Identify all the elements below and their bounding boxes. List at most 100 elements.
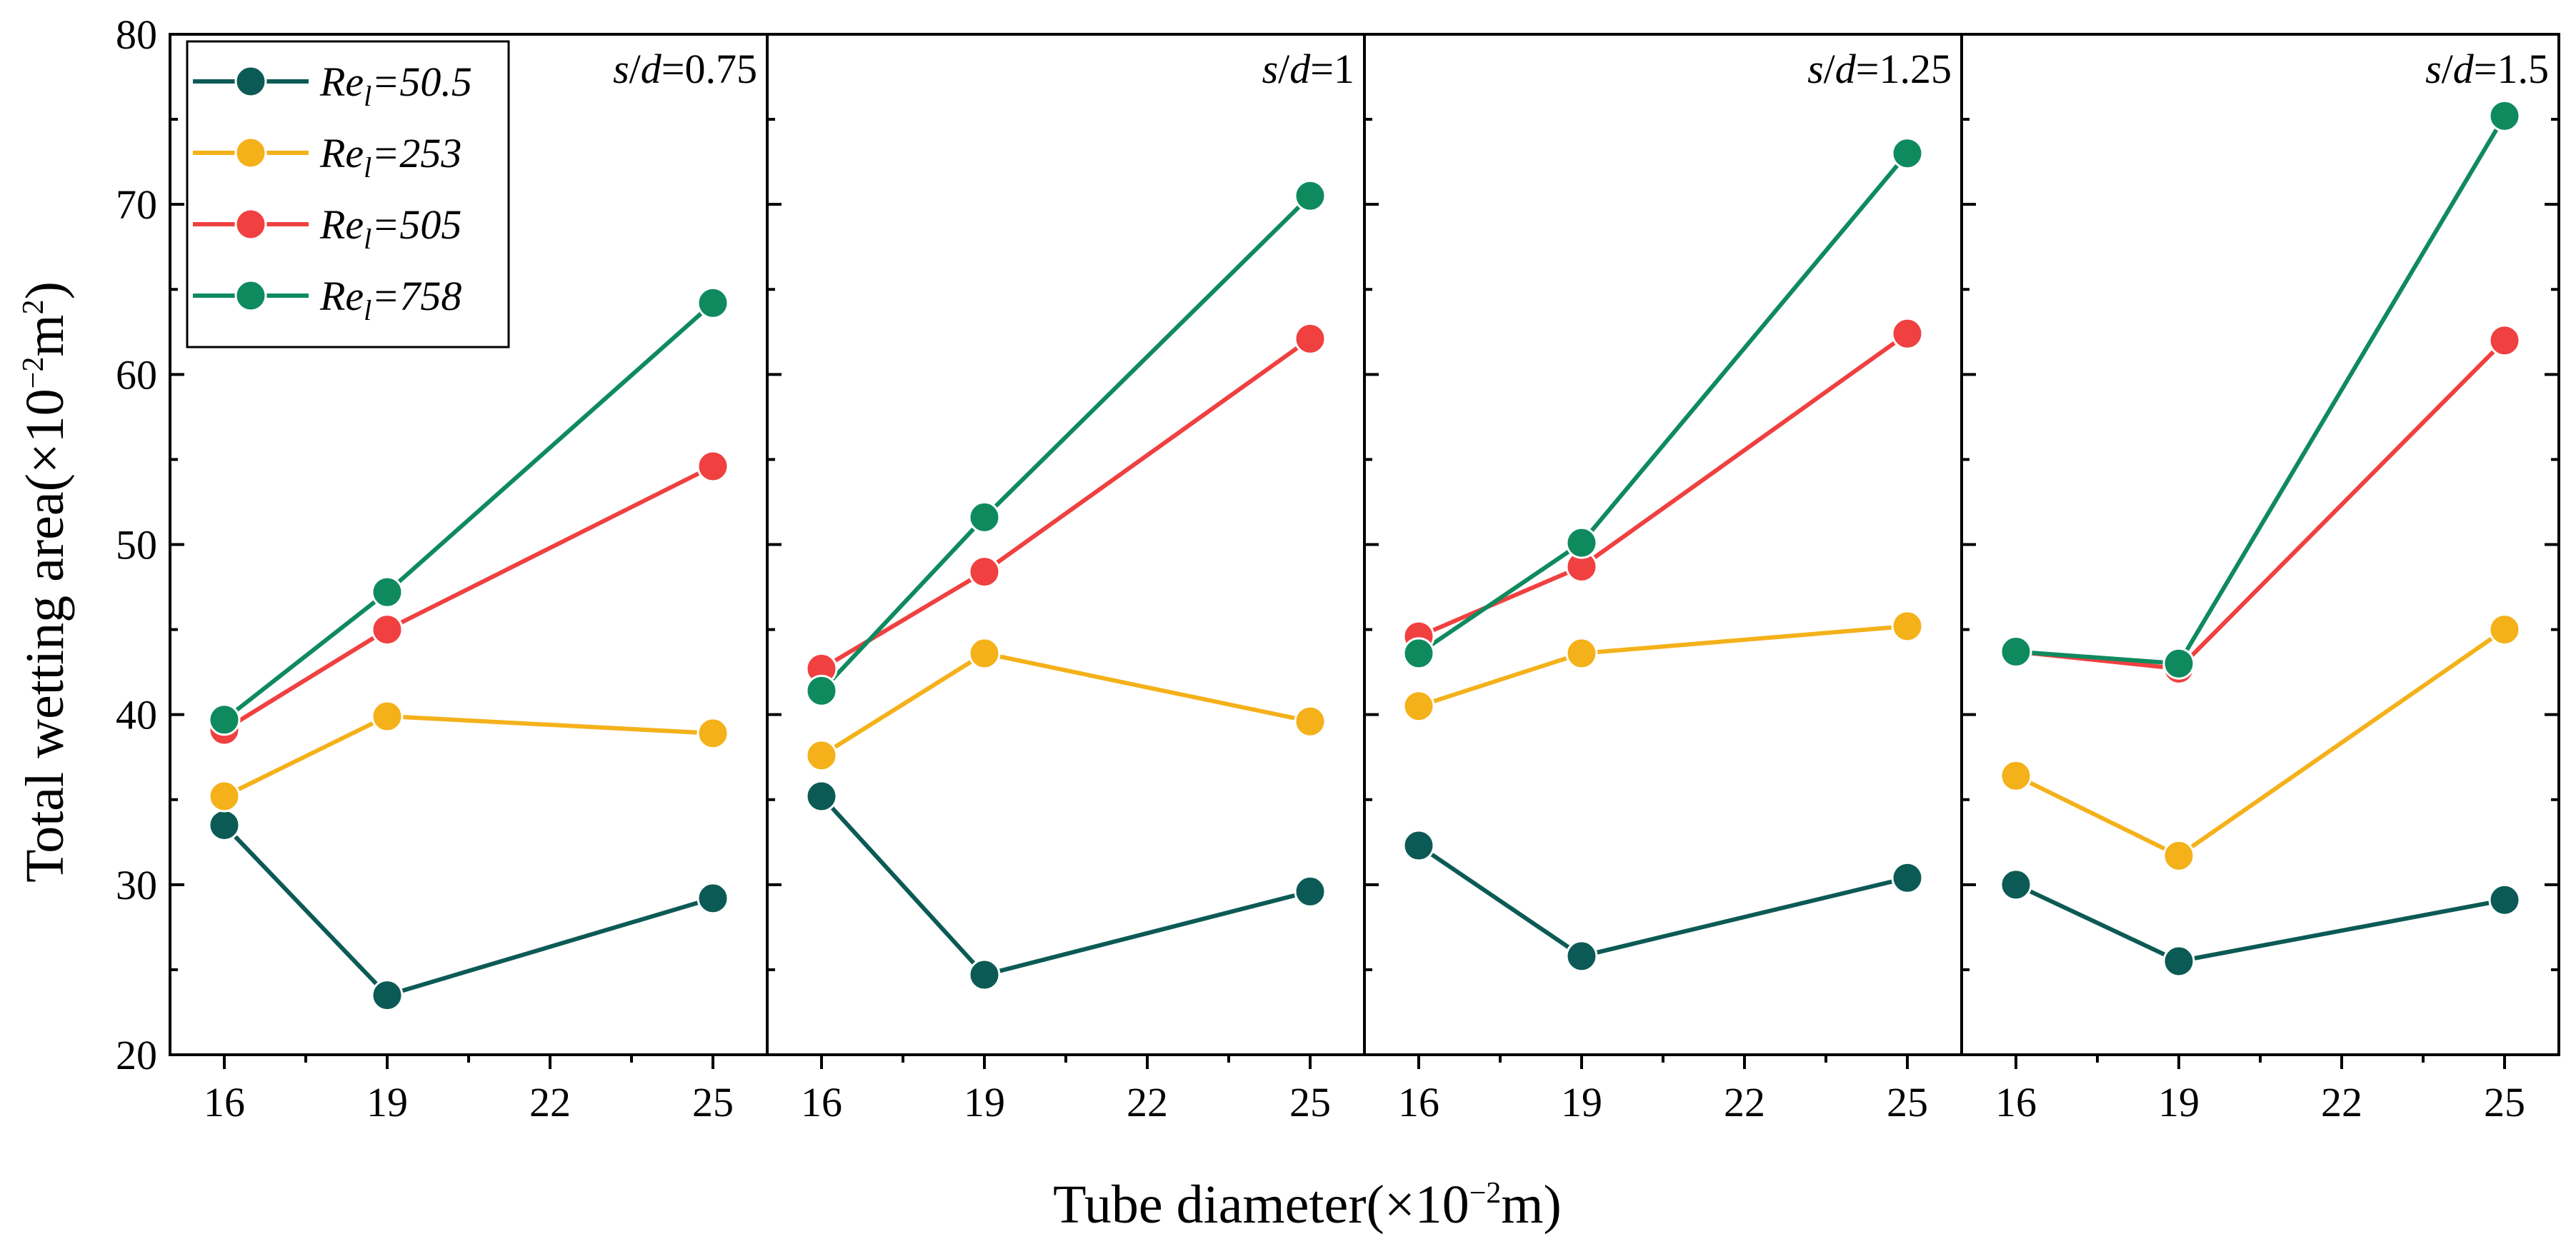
data-point <box>208 780 241 813</box>
data-point <box>2000 759 2032 792</box>
x-tick-label: 19 <box>2158 1079 2200 1125</box>
series-line-3 <box>223 464 714 732</box>
data-point <box>697 882 729 915</box>
x-tick-label: 25 <box>692 1079 734 1125</box>
data-point <box>371 613 404 646</box>
legend-swatch-marker <box>234 208 267 241</box>
y-tick-label: 40 <box>116 692 157 738</box>
data-point <box>2488 99 2521 132</box>
panel-labels: s/d=0.75 s/d=1 s/d=1.25 s/d=1.5 <box>613 46 2549 92</box>
x-tick-label: 25 <box>1289 1079 1331 1125</box>
data-point <box>1294 875 1327 908</box>
data-point <box>1891 317 1924 350</box>
series-line-3 <box>2015 338 2507 671</box>
x-tick-label: 16 <box>801 1079 842 1125</box>
data-point <box>1294 705 1327 738</box>
data-point <box>1294 322 1327 355</box>
series-line-4 <box>2015 114 2507 666</box>
x-tick-label: 16 <box>1995 1079 2037 1125</box>
data-point <box>1402 690 1435 723</box>
data-point <box>968 501 1001 533</box>
x-tick-label: 22 <box>1724 1079 1765 1125</box>
data-point <box>2488 613 2521 646</box>
x-tick-label: 22 <box>1127 1079 1168 1125</box>
data-point <box>2000 636 2032 668</box>
data-point <box>2488 883 2521 916</box>
data-point <box>968 556 1001 588</box>
legend-swatch-marker <box>234 136 267 169</box>
series-line-3 <box>820 336 1312 671</box>
data-point <box>1402 637 1435 670</box>
series-line-2 <box>2015 628 2506 858</box>
legend-label: Rel=758 <box>319 273 461 326</box>
series-line-4 <box>223 301 714 722</box>
x-tick-label: 19 <box>366 1079 408 1125</box>
x-tick-label: 16 <box>1398 1079 1439 1125</box>
series-line-1 <box>2015 883 2505 963</box>
data-point <box>697 286 729 319</box>
y-tick-label: 50 <box>116 522 157 568</box>
legend-label: Rel=50.5 <box>319 59 472 112</box>
x-tick-label: 19 <box>1561 1079 1602 1125</box>
data-point <box>1891 610 1924 643</box>
data-point <box>1565 637 1598 670</box>
data-point <box>805 739 838 772</box>
data-point <box>805 674 838 707</box>
y-axis-title: Total wetting area(×10−2m2) <box>15 281 75 883</box>
data-point <box>371 576 404 608</box>
x-tick-label: 19 <box>964 1079 1005 1125</box>
legend-label: Rel=253 <box>319 130 461 184</box>
x-tick-label: 16 <box>204 1079 245 1125</box>
series-line-2 <box>820 651 1311 758</box>
series-line-2 <box>1418 623 1908 708</box>
x-tick-label: 25 <box>1887 1079 1928 1125</box>
legend: Rel=50.5 Rel=253 Rel=505 Rel=758 <box>186 40 510 348</box>
panel-label-1: s/d=0.75 <box>613 46 757 92</box>
x-axis-title: Tube diameter(×10−2m) <box>1053 1175 1562 1235</box>
x-tick-label: 22 <box>529 1079 571 1125</box>
data-point <box>2162 647 2195 680</box>
y-tick-label: 80 <box>116 11 157 58</box>
data-point <box>1891 861 1924 894</box>
series-line-1 <box>222 823 714 998</box>
data-point <box>208 808 241 841</box>
y-tick-label: 60 <box>116 351 157 398</box>
panel-frame-3 <box>1363 33 1963 1056</box>
legend-label: Rel=505 <box>319 201 461 255</box>
series-line-4 <box>819 194 1312 693</box>
panel-label-3: s/d=1.25 <box>1807 46 1952 92</box>
panel-label-2: s/d=1 <box>1262 46 1354 92</box>
legend-swatch-marker <box>234 279 267 312</box>
data-point <box>371 979 404 1012</box>
legend-swatch-marker <box>234 65 267 98</box>
data-point <box>805 780 838 813</box>
series-line-4 <box>1417 151 1909 656</box>
series-line-2 <box>223 714 714 798</box>
data-point <box>968 637 1001 670</box>
data-point <box>697 717 729 750</box>
series-line-1 <box>1417 843 1908 958</box>
data-point <box>2000 868 2032 901</box>
data-point <box>2488 324 2521 357</box>
x-tick-label: 25 <box>2484 1079 2525 1125</box>
data-point <box>2162 945 2195 978</box>
data-point <box>1565 526 1598 559</box>
tick-layer: 20 30 40 50 60 70 80 16 19 22 25 16 19 22 25 16 19 22 25 16… <box>116 11 2559 1125</box>
y-tick-label: 30 <box>116 862 157 908</box>
data-point <box>2162 839 2195 872</box>
data-point <box>968 958 1001 991</box>
series-line-1 <box>819 794 1311 978</box>
data-point <box>1891 137 1924 170</box>
data-point <box>208 703 241 736</box>
data-point <box>697 450 729 483</box>
panel-label-4: s/d=1.5 <box>2425 46 2549 92</box>
data-point <box>1294 179 1327 212</box>
data-point <box>371 700 404 733</box>
series-line-3 <box>1417 331 1909 638</box>
data-point <box>1565 940 1598 973</box>
data-point <box>1402 829 1435 862</box>
x-tick-label: 22 <box>2321 1079 2362 1125</box>
y-tick-label: 70 <box>116 181 157 228</box>
series-layer <box>208 99 2521 1012</box>
